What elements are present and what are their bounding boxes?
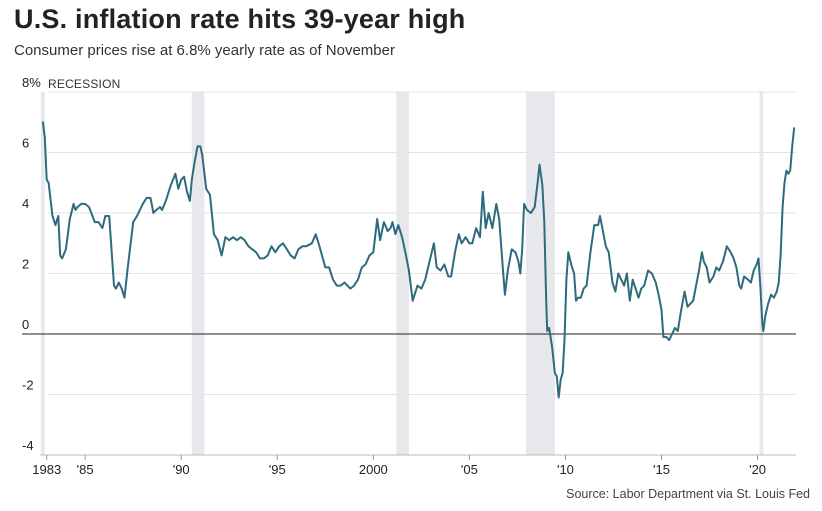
x-tick-label: '95	[269, 462, 286, 477]
recession-label: RECESSION	[48, 77, 120, 91]
x-tick-label: '85	[77, 462, 94, 477]
y-tick-label: 2	[22, 257, 29, 272]
y-tick-label: -2	[22, 378, 34, 393]
y-axis: 8% 6 4 2 0 -2 -4	[22, 75, 41, 453]
y-tick-label: 4	[22, 196, 29, 211]
x-tick-label: '20	[749, 462, 766, 477]
series-line-0	[41, 121, 796, 399]
chart-subtitle: Consumer prices rise at 6.8% yearly rate…	[14, 42, 395, 59]
y-tick-label: 6	[22, 136, 29, 151]
x-tick-label: '90	[173, 462, 190, 477]
gridlines	[48, 91, 796, 456]
recession-band-0	[40, 92, 45, 455]
x-tick-label: 2000	[359, 462, 388, 477]
x-tick-label: '05	[461, 462, 478, 477]
x-tick-label: 1983	[32, 462, 61, 477]
x-tick-label: '15	[653, 462, 670, 477]
y-tick-label: 8%	[22, 75, 41, 90]
x-axis: 1983 '85 '90 '95 2000 '05 '10 '15 '20	[32, 454, 796, 477]
source-note: Source: Labor Department via St. Louis F…	[566, 487, 810, 501]
x-tick-label: '10	[557, 462, 574, 477]
y-tick-label: -4	[22, 438, 34, 453]
chart-title: U.S. inflation rate hits 39-year high	[14, 4, 466, 34]
y-tick-label: 0	[22, 317, 29, 332]
series-group	[41, 121, 796, 399]
